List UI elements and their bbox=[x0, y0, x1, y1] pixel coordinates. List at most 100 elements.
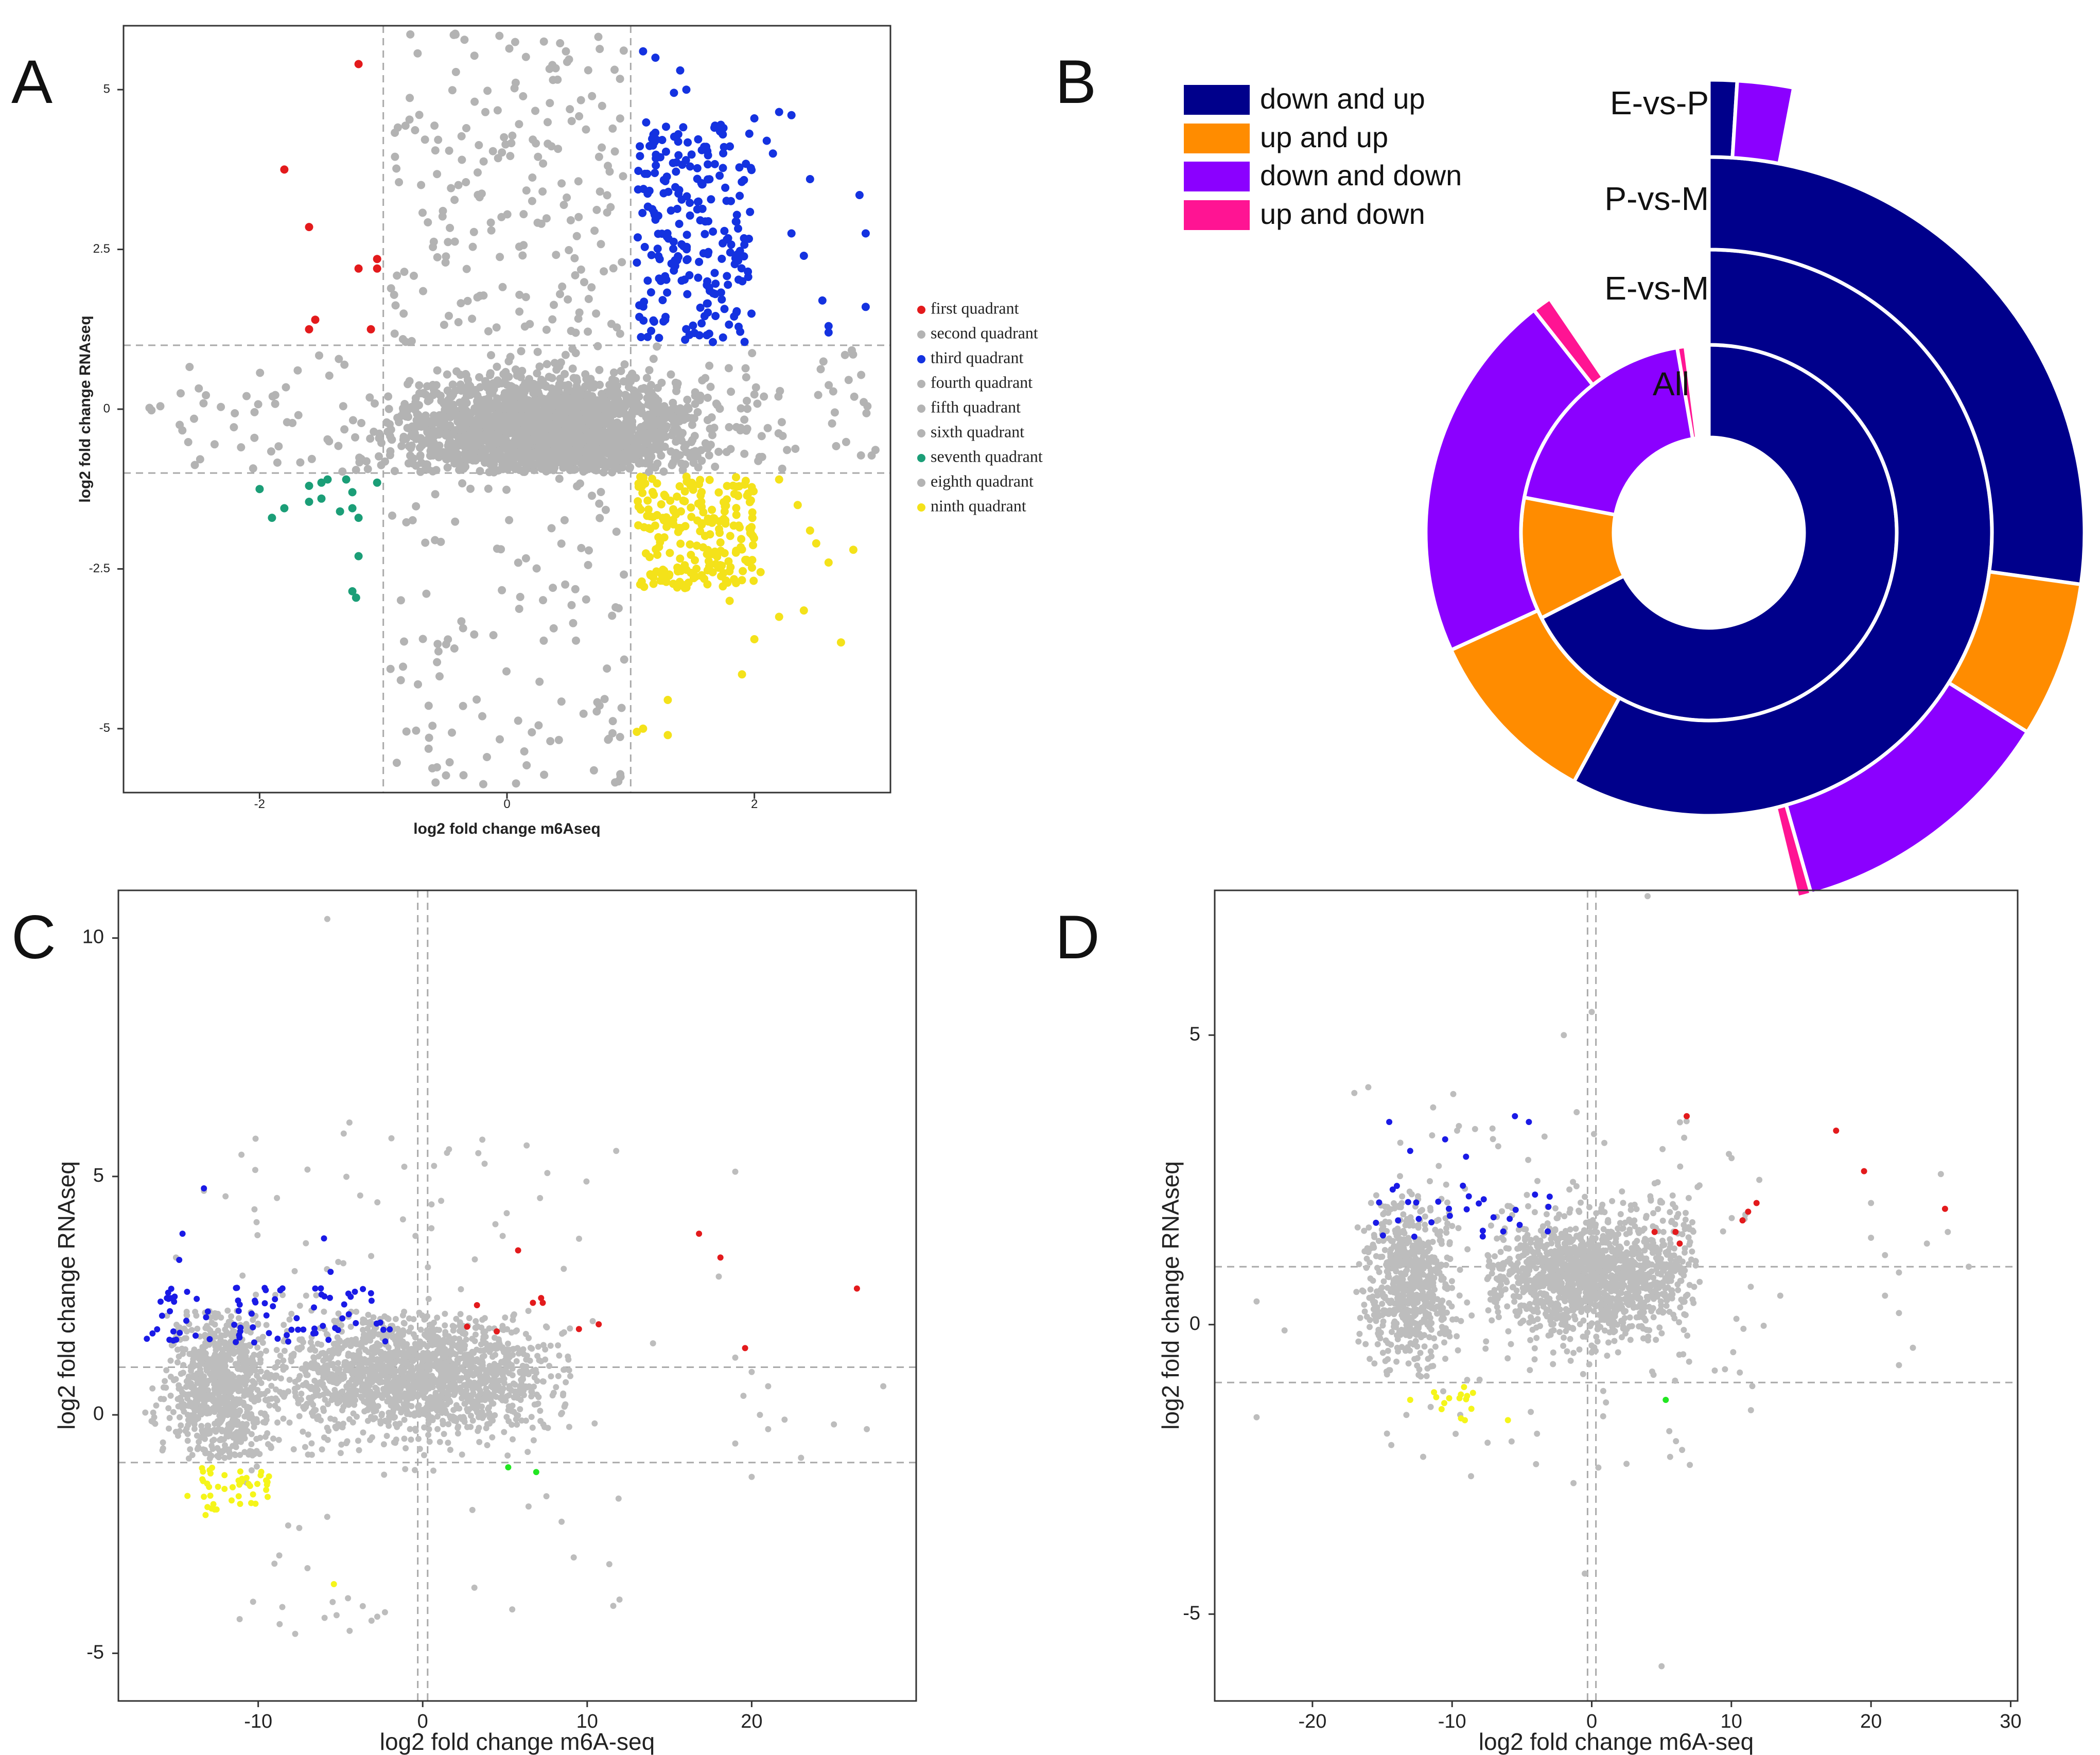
data-point bbox=[576, 265, 585, 274]
data-point bbox=[472, 695, 481, 704]
data-point bbox=[577, 543, 586, 552]
legend-label: seventh quadrant bbox=[931, 447, 1043, 465]
data-point bbox=[582, 125, 590, 134]
data-point bbox=[535, 677, 544, 686]
legend-label: ninth quadrant bbox=[931, 496, 1026, 515]
data-point bbox=[681, 460, 690, 469]
data-point bbox=[242, 1381, 249, 1388]
data-point bbox=[542, 214, 551, 223]
data-point bbox=[547, 447, 555, 456]
data-point bbox=[753, 399, 762, 408]
data-point bbox=[592, 707, 601, 716]
data-point bbox=[613, 388, 622, 396]
data-point bbox=[604, 449, 613, 458]
data-point bbox=[574, 392, 583, 400]
data-point bbox=[443, 370, 451, 379]
data-point bbox=[806, 526, 814, 535]
data-point bbox=[536, 416, 545, 425]
data-point bbox=[259, 1333, 266, 1340]
data-point bbox=[434, 647, 443, 656]
data-point bbox=[775, 475, 783, 484]
data-point bbox=[819, 357, 828, 366]
data-point bbox=[709, 289, 717, 297]
data-point bbox=[324, 1425, 330, 1431]
data-point bbox=[444, 635, 452, 644]
data-point bbox=[462, 124, 470, 132]
data-point bbox=[348, 587, 357, 595]
data-point bbox=[400, 637, 408, 646]
data-point bbox=[273, 1386, 279, 1393]
data-point bbox=[447, 184, 456, 192]
data-point bbox=[185, 1455, 192, 1462]
data-point bbox=[554, 145, 563, 153]
data-point bbox=[571, 271, 580, 279]
data-point bbox=[672, 454, 680, 463]
data-point bbox=[565, 246, 573, 254]
data-point bbox=[557, 697, 566, 706]
data-point bbox=[232, 1430, 238, 1437]
data-point bbox=[400, 408, 409, 416]
data-point bbox=[651, 54, 660, 62]
data-point bbox=[370, 427, 378, 436]
data-point bbox=[871, 446, 880, 454]
data-point bbox=[706, 441, 715, 449]
data-point bbox=[290, 1446, 297, 1452]
data-point bbox=[571, 425, 580, 433]
data-point bbox=[722, 448, 731, 457]
data-point bbox=[567, 117, 576, 126]
data-point bbox=[423, 460, 431, 469]
data-point bbox=[597, 488, 605, 496]
data-point bbox=[583, 428, 591, 436]
data-point bbox=[308, 1440, 315, 1447]
data-point bbox=[526, 320, 534, 328]
data-point bbox=[323, 475, 332, 484]
data-point bbox=[593, 342, 602, 350]
data-point bbox=[347, 1323, 354, 1330]
data-point bbox=[218, 1427, 225, 1433]
data-point bbox=[457, 387, 466, 395]
data-point bbox=[545, 373, 553, 381]
data-point bbox=[683, 395, 692, 404]
data-point bbox=[399, 662, 407, 671]
data-point bbox=[748, 349, 757, 358]
data-point bbox=[566, 394, 574, 403]
data-point bbox=[399, 1331, 406, 1338]
data-point bbox=[149, 1385, 156, 1392]
data-point bbox=[384, 392, 393, 401]
data-point bbox=[400, 400, 409, 408]
data-point bbox=[248, 1441, 255, 1447]
data-point bbox=[508, 131, 517, 140]
data-point bbox=[653, 551, 662, 559]
data-point bbox=[666, 549, 674, 557]
data-point bbox=[217, 1359, 224, 1365]
data-point bbox=[469, 446, 478, 455]
data-point bbox=[663, 696, 672, 704]
data-point bbox=[387, 435, 396, 444]
data-point bbox=[392, 759, 401, 767]
data-point bbox=[401, 1382, 408, 1389]
data-point bbox=[758, 452, 766, 461]
data-point bbox=[567, 1373, 573, 1379]
data-point bbox=[445, 146, 453, 155]
data-point bbox=[693, 164, 702, 172]
data-point bbox=[575, 112, 584, 120]
data-point bbox=[720, 305, 729, 313]
data-point bbox=[682, 448, 691, 457]
data-point bbox=[339, 1407, 345, 1414]
data-point bbox=[552, 365, 561, 374]
data-point bbox=[540, 408, 548, 417]
data-point bbox=[395, 418, 403, 427]
data-point bbox=[178, 1371, 184, 1377]
data-point bbox=[679, 123, 688, 132]
data-point bbox=[174, 1359, 181, 1366]
data-point bbox=[481, 451, 490, 460]
data-point bbox=[323, 435, 332, 444]
data-point bbox=[812, 539, 820, 548]
data-point bbox=[746, 207, 755, 216]
ring-label-e-vs-p: E-vs-P bbox=[1610, 84, 1709, 121]
data-point bbox=[496, 253, 504, 261]
data-point bbox=[649, 316, 658, 325]
data-point bbox=[653, 244, 662, 253]
data-point bbox=[615, 454, 623, 463]
data-point bbox=[489, 1434, 496, 1441]
